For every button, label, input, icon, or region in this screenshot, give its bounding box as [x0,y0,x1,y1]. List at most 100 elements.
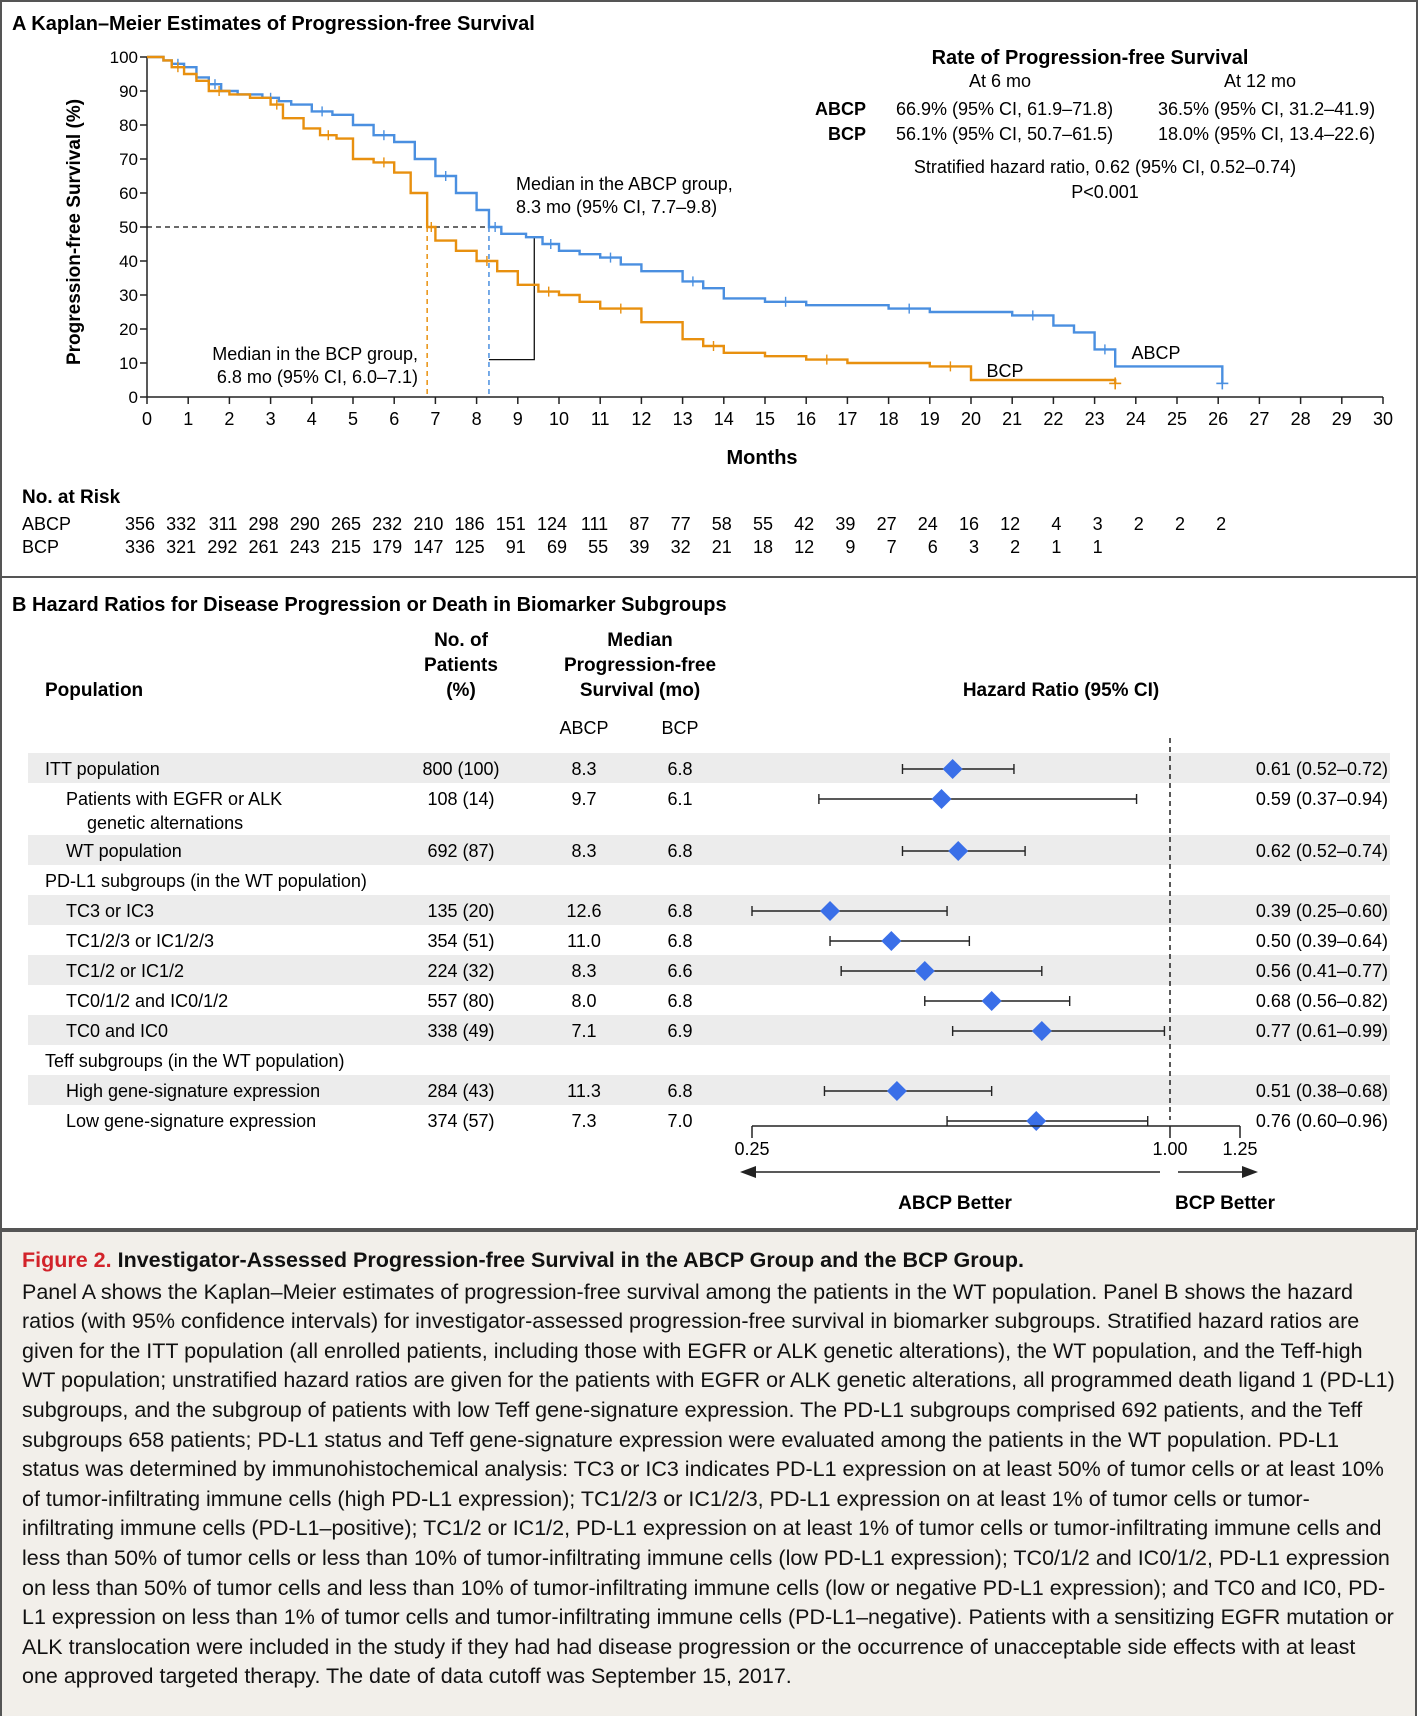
hr-diamond [886,1081,907,1101]
risk-cell-bcp: 336 [125,537,155,557]
risk-cell-abcp: 39 [835,514,855,534]
row-median-abcp: 8.3 [571,961,596,981]
x-tick-label: 5 [348,409,358,429]
row-patients: 692 (87) [427,841,494,861]
risk-cell-abcp: 12 [1000,514,1020,534]
risk-cell-abcp: 111 [581,514,608,534]
x-tick-label: 6 [389,409,399,429]
row-patients: 284 (43) [427,1081,494,1101]
row-patients: 338 (49) [427,1021,494,1041]
risk-table: 356 332 311 298 290 265 232 210 186 151 124 111 87 77… [125,514,1226,557]
x-tick-label: 12 [631,409,651,429]
median-abcp-callout [488,237,535,361]
row-median-bcp: 6.9 [667,1021,692,1041]
risk-cell-bcp: 7 [887,537,897,557]
col-bcp: BCP [661,718,698,738]
risk-cell-bcp: 125 [455,537,485,557]
risk-cell-bcp: 292 [207,537,237,557]
x-tick-label: 24 [1126,409,1146,429]
risk-cell-bcp: 69 [547,537,567,557]
risk-cell-bcp: 39 [629,537,649,557]
row-median-bcp: 7.0 [667,1111,692,1131]
risk-cell-abcp: 232 [372,514,402,534]
risk-cell-bcp: 2 [1010,537,1020,557]
figure-title: Investigator-Assessed Progression-free S… [117,1248,1024,1272]
risk-cell-bcp: 147 [413,537,443,557]
risk-cell-abcp: 77 [671,514,691,534]
km-curve-bcp [147,55,1117,384]
rate-row-abcp-6mo: 66.9% (95% CI, 61.9–71.8) [896,99,1113,119]
x-tick-label: 0 [142,409,152,429]
row-label: TC1/2 or IC1/2 [66,961,184,981]
figure-frame [0,0,1418,1230]
median-bcp-label-1: Median in the BCP group, [212,344,418,364]
col-patients-3: (%) [446,680,476,701]
x-tick-label: 25 [1167,409,1187,429]
x-tick-label: 14 [714,409,734,429]
panel-a-title: A Kaplan–Meier Estimates of Progression-… [12,13,535,35]
bcp-better-arrowhead [1242,1166,1258,1178]
risk-cell-bcp: 18 [753,537,773,557]
risk-cell-bcp: 179 [372,537,402,557]
x-tick-label: 9 [513,409,523,429]
risk-cell-bcp: 1 [1093,537,1103,557]
y-tick-label: 100 [110,48,138,67]
x-tick-label: 16 [796,409,816,429]
hr-diamond [942,759,963,779]
rate-col-12: At 12 mo [1224,71,1296,91]
hr-diamond [820,901,841,921]
x-tick-label: 8 [472,409,482,429]
x-tick-label: 2 [224,409,234,429]
row-median-abcp: 8.3 [571,841,596,861]
x-tick-label: 30 [1373,409,1393,429]
x-tick-label: 26 [1208,409,1228,429]
curve-label-abcp: ABCP [1131,343,1180,363]
risk-cell-abcp: 298 [249,514,279,534]
row-median-bcp: 6.1 [667,789,692,809]
forest-tick-label: 0.25 [734,1139,769,1159]
hr-diamond [1031,1021,1052,1041]
risk-cell-bcp: 1 [1051,537,1061,557]
rate-row-bcp-group: BCP [828,124,866,144]
risk-cell-bcp: 6 [928,537,938,557]
risk-cell-bcp: 215 [331,537,361,557]
risk-cell-abcp: 24 [918,514,938,534]
row-shade [28,955,1390,985]
median-abcp-label-1: Median in the ABCP group, [516,174,733,194]
risk-cell-abcp: 124 [537,514,567,534]
p-value-text: P<0.001 [1071,182,1139,202]
risk-cell-bcp: 21 [712,537,732,557]
x-tick-label: 10 [549,409,569,429]
y-tick-label: 30 [119,286,138,305]
subgroup-header: Teff subgroups (in the WT population) [45,1051,345,1071]
risk-cell-abcp: 27 [877,514,897,534]
median-bcp-label-2: 6.8 mo (95% CI, 6.0–7.1) [217,367,418,387]
row-patients: 135 (20) [427,901,494,921]
risk-cell-bcp: 9 [845,537,855,557]
row-hr-ci: 0.39 (0.25–0.60) [1256,901,1388,921]
median-abcp-label-2: 8.3 mo (95% CI, 7.7–9.8) [516,197,717,217]
panel-b-title: B Hazard Ratios for Disease Progression … [12,594,727,616]
x-axis-label: Months [726,447,797,469]
y-tick-label: 50 [119,218,138,237]
row-label: TC3 or IC3 [66,901,154,921]
rate-row-abcp-12mo: 36.5% (95% CI, 31.2–41.9) [1158,99,1375,119]
row-hr-ci: 0.77 (0.61–0.99) [1256,1021,1388,1041]
row-label-cont: genetic alternations [87,813,243,833]
caption-title: Figure 2. Investigator-Assessed Progress… [22,1246,1395,1276]
y-tick-label: 20 [119,320,138,339]
row-median-abcp: 8.3 [571,759,596,779]
col-median-2: Progression-free [564,655,716,676]
risk-label-bcp: BCP [22,537,59,557]
risk-cell-bcp: 12 [794,537,814,557]
y-tick-label: 60 [119,184,138,203]
y-tick-label: 10 [119,354,138,373]
rate-row-abcp-group: ABCP [815,99,866,119]
x-tick-label: 22 [1043,409,1063,429]
figure-caption: Figure 2. Investigator-Assessed Progress… [0,1230,1417,1716]
row-patients: 557 (80) [427,991,494,1011]
x-tick-label: 23 [1085,409,1105,429]
risk-cell-abcp: 265 [331,514,361,534]
abcp-better-label: ABCP Better [898,1193,1012,1214]
x-tick-label: 21 [1002,409,1022,429]
